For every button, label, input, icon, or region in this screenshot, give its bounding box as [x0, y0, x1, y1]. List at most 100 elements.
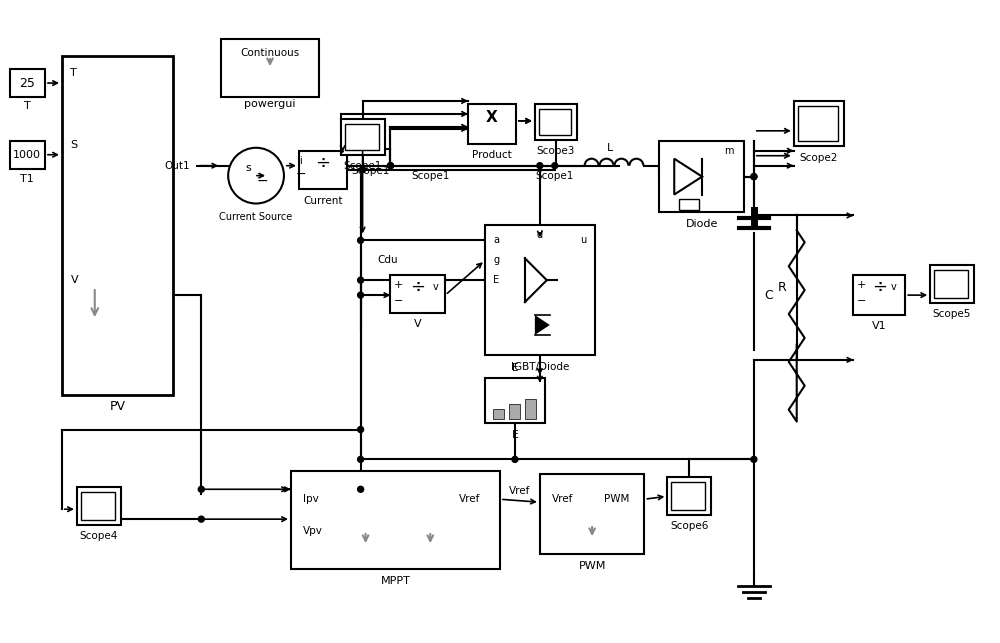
Text: Vref: Vref [552, 494, 573, 504]
Circle shape [512, 457, 518, 462]
Text: v: v [432, 282, 438, 292]
FancyBboxPatch shape [10, 141, 45, 168]
Circle shape [358, 486, 364, 493]
Text: ÷: ÷ [410, 278, 425, 296]
Text: V: V [71, 275, 79, 285]
Text: 25: 25 [19, 77, 35, 89]
Text: d: d [537, 230, 543, 240]
Circle shape [751, 174, 757, 179]
FancyBboxPatch shape [535, 104, 577, 140]
Text: ÷: ÷ [315, 154, 330, 172]
Circle shape [751, 174, 757, 179]
FancyBboxPatch shape [794, 101, 844, 146]
Text: PWM: PWM [604, 494, 629, 504]
Text: C: C [764, 289, 773, 302]
Text: Product: Product [472, 150, 512, 159]
Text: Scope1: Scope1 [351, 166, 390, 176]
Text: T1: T1 [20, 174, 34, 184]
Polygon shape [674, 159, 702, 195]
Circle shape [358, 237, 364, 243]
Text: Vref: Vref [459, 494, 480, 504]
FancyBboxPatch shape [390, 275, 445, 313]
Circle shape [751, 457, 757, 462]
Text: Scope3: Scope3 [537, 146, 575, 156]
Text: v: v [890, 282, 896, 292]
Text: −: − [856, 296, 866, 306]
Circle shape [387, 163, 393, 168]
Text: X: X [486, 111, 498, 125]
Text: Scope4: Scope4 [80, 531, 118, 541]
Text: −: − [256, 174, 268, 188]
Text: Scope2: Scope2 [799, 152, 838, 163]
Text: u: u [580, 235, 587, 246]
Text: IGBT/Diode: IGBT/Diode [511, 362, 569, 372]
Text: Continuous: Continuous [240, 48, 300, 58]
Text: MPPT: MPPT [381, 576, 410, 586]
FancyBboxPatch shape [341, 119, 385, 155]
Text: Current: Current [303, 195, 343, 206]
Circle shape [358, 426, 364, 433]
Circle shape [198, 516, 204, 522]
FancyBboxPatch shape [468, 104, 516, 144]
Text: powergui: powergui [244, 99, 296, 109]
Text: Diode: Diode [685, 219, 718, 230]
Text: E: E [493, 275, 499, 285]
Text: E: E [511, 430, 518, 440]
Text: a: a [493, 235, 499, 246]
FancyBboxPatch shape [930, 266, 974, 303]
Circle shape [358, 292, 364, 298]
Circle shape [358, 277, 364, 283]
FancyBboxPatch shape [345, 124, 379, 150]
Circle shape [552, 163, 558, 168]
Text: V: V [414, 319, 422, 329]
Text: T: T [70, 68, 77, 78]
FancyBboxPatch shape [493, 408, 504, 419]
FancyBboxPatch shape [509, 404, 520, 419]
Text: +: + [393, 280, 403, 290]
FancyBboxPatch shape [291, 471, 500, 569]
FancyBboxPatch shape [671, 482, 705, 510]
FancyBboxPatch shape [798, 106, 838, 141]
Circle shape [387, 163, 393, 168]
FancyBboxPatch shape [539, 109, 571, 135]
Text: −: − [393, 296, 403, 306]
FancyBboxPatch shape [679, 199, 699, 210]
FancyBboxPatch shape [934, 270, 968, 298]
FancyBboxPatch shape [485, 226, 595, 355]
Text: Current Source: Current Source [219, 212, 293, 222]
FancyBboxPatch shape [81, 493, 115, 520]
Text: Scope5: Scope5 [933, 309, 971, 319]
FancyBboxPatch shape [525, 399, 536, 419]
Text: PWM: PWM [578, 561, 606, 571]
Text: Scope1: Scope1 [536, 170, 574, 181]
FancyBboxPatch shape [659, 141, 744, 212]
Text: +: + [856, 280, 866, 290]
FancyBboxPatch shape [853, 275, 905, 315]
Text: Scope6: Scope6 [670, 521, 708, 531]
Circle shape [198, 486, 204, 493]
FancyBboxPatch shape [221, 39, 319, 97]
Text: V1: V1 [872, 321, 887, 331]
FancyBboxPatch shape [667, 477, 711, 515]
Text: s: s [245, 163, 251, 173]
Text: Out1: Out1 [165, 161, 190, 170]
Text: m: m [724, 146, 734, 156]
FancyBboxPatch shape [10, 69, 45, 97]
FancyBboxPatch shape [485, 377, 545, 422]
Text: Scope1: Scope1 [343, 161, 382, 170]
Circle shape [360, 167, 366, 173]
Text: g: g [493, 255, 499, 266]
Circle shape [358, 457, 364, 462]
Text: S: S [70, 140, 77, 150]
Text: Vpv: Vpv [303, 526, 323, 536]
Text: −: − [296, 168, 306, 181]
Polygon shape [535, 315, 550, 335]
FancyBboxPatch shape [299, 150, 347, 188]
FancyBboxPatch shape [77, 487, 121, 525]
Text: PV: PV [110, 400, 126, 413]
FancyBboxPatch shape [62, 56, 173, 395]
Text: L: L [606, 143, 613, 153]
Text: T: T [24, 101, 30, 111]
Text: E: E [512, 363, 518, 373]
Text: Vref: Vref [509, 486, 531, 496]
